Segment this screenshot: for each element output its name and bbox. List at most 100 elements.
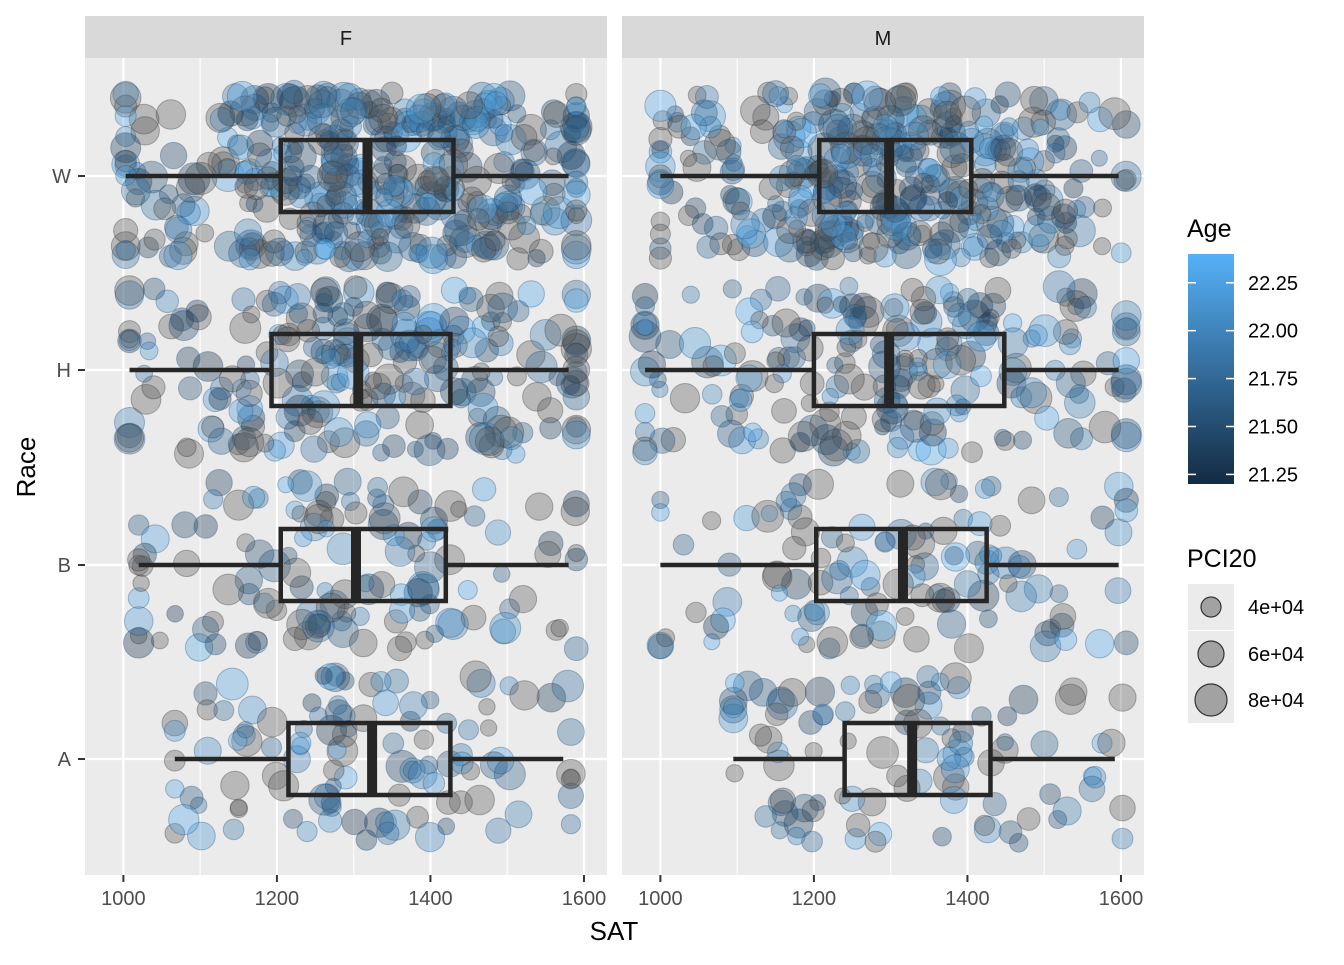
data-point [838,117,857,137]
data-point [474,426,505,457]
data-point [132,574,150,592]
data-point [368,97,395,123]
data-point [454,230,477,254]
data-point [940,754,970,784]
data-point [889,677,921,708]
data-point [314,238,337,260]
data-point [1005,580,1038,613]
data-point [415,236,448,269]
data-point [178,376,203,401]
data-point [316,86,338,107]
data-point [354,411,382,439]
data-point [308,89,337,119]
data-point [651,380,669,398]
data-point [965,540,991,566]
data-point [177,162,211,196]
data-point [839,145,873,178]
data-point [717,419,746,448]
data-point [731,201,750,221]
data-point [405,93,437,125]
data-point [982,308,1000,327]
data-point [933,100,962,129]
data-point [247,631,268,651]
data-point [975,205,1009,239]
data-point [399,193,431,224]
data-point [433,183,452,202]
data-point [790,793,820,823]
data-point [990,134,1017,162]
data-point [1023,183,1048,208]
data-point [942,739,973,770]
data-point [458,719,479,741]
data-point [925,468,957,501]
data-point [164,823,186,844]
data-point [284,122,305,143]
data-point [808,83,833,108]
data-point [1045,142,1066,164]
data-point [332,318,360,346]
data-point [329,427,361,459]
data-point [388,476,419,508]
data-point [845,438,871,464]
data-point [473,236,495,258]
data-point [335,671,355,691]
data-point [1055,368,1086,399]
data-point [990,95,1010,114]
data-point [989,514,1012,537]
data-point [727,238,751,262]
data-point [476,198,508,231]
data-point [235,229,267,261]
data-point [874,531,896,553]
data-point [317,430,340,454]
data-point [226,80,258,112]
data-point [315,344,336,365]
data-point [839,293,866,320]
data-point [543,101,570,128]
data-point [724,136,742,155]
data-point [258,240,285,267]
data-point [702,511,722,531]
data-point [362,114,384,136]
data-point [563,636,589,662]
data-point [461,165,492,197]
data-point [394,631,417,653]
data-point [566,342,587,363]
data-point [478,432,505,459]
data-point [884,298,904,318]
data-point [525,492,554,521]
legend-age-ticks: 22.25 22.00 21.75 21.50 21.25 [1188,273,1298,486]
data-point [288,105,307,124]
data-point [1023,214,1056,248]
data-point [114,423,145,453]
data-point [179,195,210,227]
data-point [1054,683,1087,715]
data-point [982,182,1002,202]
data-point [783,808,814,839]
data-point [782,346,806,370]
data-point [1001,238,1022,259]
data-point [385,177,405,197]
data-point [767,195,785,213]
data-point [111,150,141,179]
data-point [171,511,199,539]
data-point [415,630,435,650]
data-point [171,193,196,218]
data-point [1019,381,1053,415]
data-point [795,288,813,306]
data-point [388,163,408,183]
data-point [370,221,390,241]
data-point [327,306,349,327]
data-point [323,166,355,198]
data-point [529,319,562,351]
data-point [754,725,783,754]
data-point [283,394,316,427]
data-point [694,100,726,132]
data-point [492,312,512,332]
data-point [489,113,512,137]
data-point [280,241,310,271]
data-point [344,501,368,525]
data-point [812,89,839,116]
data-point [355,829,378,851]
data-point [307,610,332,635]
data-point [494,80,526,112]
